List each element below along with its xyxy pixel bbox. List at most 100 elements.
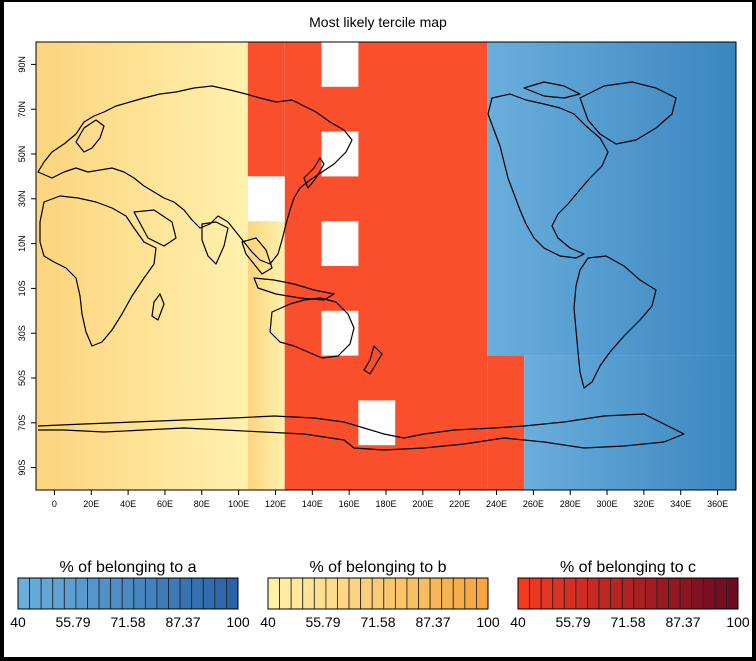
region-b-0 xyxy=(36,42,248,490)
x-tick-label: 360E xyxy=(707,499,728,509)
legend-tick-label: 55.79 xyxy=(305,614,340,630)
legend-swatch xyxy=(644,577,658,610)
legend-swatch xyxy=(452,577,466,610)
y-tick-label: 90S xyxy=(17,460,27,476)
legend-tick-label: 87.37 xyxy=(165,614,200,630)
legend-tick-label: 55.79 xyxy=(55,614,90,630)
legend-tick-label: 71.58 xyxy=(110,614,145,630)
legend-border xyxy=(267,577,489,610)
region-b-1 xyxy=(247,176,285,490)
legend-swatch xyxy=(75,577,88,610)
legend-b: % of belonging to b 40 55.79 71.58 87.37 100 xyxy=(260,559,500,630)
legend-swatch xyxy=(348,577,362,610)
legend-swatch xyxy=(63,577,77,610)
legend-swatch xyxy=(302,577,315,610)
legend-swatch xyxy=(133,577,146,610)
legend-tick-label: 87.37 xyxy=(665,614,700,630)
coastline-australia xyxy=(269,297,355,359)
legend-swatch xyxy=(529,577,542,610)
legend-swatch xyxy=(52,577,65,610)
map-chart: 0 20E 40E 60E 80E 100E 120E 140E 160E 180E 200E 220… xyxy=(10,41,750,630)
legend-swatch xyxy=(406,577,419,610)
legend-tick-label: 40 xyxy=(10,614,26,630)
legend-swatch xyxy=(279,577,292,610)
legend-swatch xyxy=(110,577,123,610)
legend-swatch xyxy=(226,577,239,610)
x-tick-label: 180E xyxy=(375,499,396,509)
coastline-madagascar xyxy=(151,293,165,321)
legend-border xyxy=(517,577,739,610)
legend-tick-label: 71.58 xyxy=(360,614,395,630)
legend-tick-label: 40 xyxy=(510,614,526,630)
legend-swatch xyxy=(563,577,577,610)
legend-tick-label: 87.37 xyxy=(415,614,450,630)
legend-title: % of belonging to c xyxy=(560,559,696,576)
legend-swatch xyxy=(691,577,704,610)
y-tick-label: 50S xyxy=(17,370,27,386)
legend-c: % of belonging to c 40 55.79 71.58 87.37 100 xyxy=(510,559,750,630)
legend-tick-label: 100 xyxy=(226,614,250,630)
legend-swatch xyxy=(464,577,477,610)
x-tick-label: 0 xyxy=(52,499,57,509)
y-tick-label: 10N xyxy=(17,235,27,252)
y-tick-label: 30S xyxy=(17,325,27,341)
legend-swatch xyxy=(40,577,54,610)
legend-swatch xyxy=(121,577,135,610)
y-axis: 90N 70N 50N 30N 10N 10S 30S 50S 70S 90S xyxy=(17,56,36,476)
legend-tick-label: 71.58 xyxy=(610,614,645,630)
legend-tick-label: 100 xyxy=(476,614,500,630)
coastline-antarctica xyxy=(37,413,685,451)
coastline-japan xyxy=(303,157,325,189)
legend-swatch xyxy=(621,577,635,610)
legend-swatch xyxy=(633,577,646,610)
x-tick-label: 120E xyxy=(265,499,286,509)
legend-swatch xyxy=(214,577,227,610)
legend-swatch xyxy=(668,577,681,610)
legend-swatch xyxy=(337,577,350,610)
region-c-2 xyxy=(247,42,285,177)
coastline-india xyxy=(201,221,229,265)
x-tick-label: 40E xyxy=(120,499,136,509)
legend-swatch xyxy=(98,577,112,610)
legend-swatch xyxy=(587,577,600,610)
coastline-north-america xyxy=(487,93,609,259)
coastline-greenland xyxy=(579,81,677,145)
missing-cell xyxy=(358,400,396,446)
legend-swatch xyxy=(17,577,30,610)
y-tick-label: 50N xyxy=(17,146,27,163)
legend-swatch xyxy=(476,577,489,610)
x-tick-label: 20E xyxy=(83,499,99,509)
legend-swatch xyxy=(656,577,669,610)
missing-cell xyxy=(321,42,359,87)
legend-swatch xyxy=(325,577,338,610)
y-tick-label: 70S xyxy=(17,415,27,431)
missing-cell xyxy=(321,131,359,177)
legend-swatch xyxy=(168,577,181,610)
x-tick-label: 100E xyxy=(228,499,249,509)
legend-swatch xyxy=(383,577,396,610)
legend-swatch xyxy=(290,577,304,610)
y-tick-label: 90N xyxy=(17,56,27,73)
chart-title: Most likely tercile map xyxy=(309,14,447,30)
legend-swatch xyxy=(441,577,454,610)
x-tick-label: 300E xyxy=(597,499,618,509)
x-tick-label: 160E xyxy=(339,499,360,509)
legend-swatch xyxy=(429,577,443,610)
coastline-arabia xyxy=(133,209,177,247)
legend-swatch xyxy=(575,577,588,610)
x-tick-label: 200E xyxy=(412,499,433,509)
x-axis: 0 20E 40E 60E 80E 100E 120E 140E 160E 180E 200E 220… xyxy=(52,490,728,509)
legend-swatch xyxy=(726,577,739,610)
coastline-scandinavia xyxy=(75,119,105,153)
y-tick-label: 70N xyxy=(17,101,27,118)
legend-swatch xyxy=(418,577,431,610)
x-tick-label: 340E xyxy=(670,499,691,509)
coastline-indonesia xyxy=(253,277,335,301)
x-tick-label: 240E xyxy=(486,499,507,509)
legend-title: % of belonging to a xyxy=(60,559,197,576)
legend-swatch xyxy=(394,577,408,610)
region-a-5 xyxy=(487,42,736,356)
legend-swatch xyxy=(702,577,716,610)
x-tick-label: 280E xyxy=(560,499,581,509)
missing-cells xyxy=(247,42,396,446)
